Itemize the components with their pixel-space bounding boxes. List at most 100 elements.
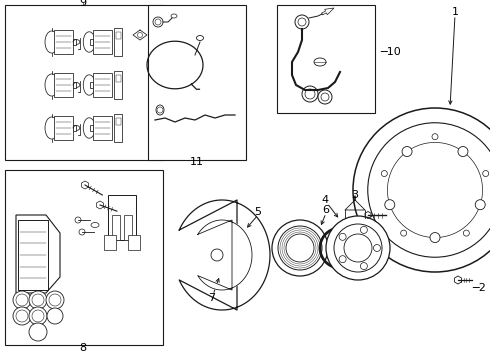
Bar bbox=[73, 125, 76, 131]
Circle shape bbox=[339, 256, 346, 263]
Bar bbox=[114, 114, 122, 141]
Bar bbox=[108, 195, 136, 240]
Bar bbox=[73, 82, 76, 89]
Text: 7: 7 bbox=[208, 293, 216, 303]
Text: ─2: ─2 bbox=[472, 283, 486, 293]
Ellipse shape bbox=[171, 14, 177, 18]
Text: 5: 5 bbox=[254, 207, 262, 217]
Ellipse shape bbox=[45, 74, 59, 96]
Bar bbox=[128, 235, 140, 250]
Ellipse shape bbox=[196, 36, 203, 40]
Bar bbox=[90, 40, 94, 45]
Bar bbox=[90, 125, 94, 131]
Circle shape bbox=[138, 32, 143, 37]
Bar bbox=[94, 30, 112, 54]
Circle shape bbox=[344, 234, 372, 262]
Circle shape bbox=[381, 171, 387, 176]
Circle shape bbox=[32, 294, 44, 306]
Bar bbox=[116, 75, 121, 82]
Text: 8: 8 bbox=[79, 343, 87, 353]
Ellipse shape bbox=[45, 31, 59, 53]
Circle shape bbox=[305, 89, 315, 99]
Polygon shape bbox=[81, 181, 89, 189]
Circle shape bbox=[16, 310, 28, 322]
Ellipse shape bbox=[83, 118, 95, 138]
Circle shape bbox=[211, 249, 223, 261]
FancyArrow shape bbox=[321, 8, 334, 15]
Circle shape bbox=[272, 220, 328, 276]
Bar bbox=[54, 30, 73, 54]
Ellipse shape bbox=[83, 32, 95, 52]
Circle shape bbox=[360, 262, 368, 270]
Circle shape bbox=[13, 291, 31, 309]
Bar bbox=[112, 215, 120, 240]
Circle shape bbox=[373, 244, 381, 252]
Ellipse shape bbox=[314, 58, 326, 66]
Bar bbox=[148, 5, 246, 160]
Circle shape bbox=[295, 15, 309, 29]
Circle shape bbox=[302, 86, 318, 102]
Text: ─10: ─10 bbox=[380, 47, 401, 57]
Polygon shape bbox=[365, 211, 371, 219]
Bar bbox=[73, 39, 76, 45]
Circle shape bbox=[430, 233, 440, 243]
Circle shape bbox=[286, 234, 314, 262]
Circle shape bbox=[368, 123, 490, 257]
Bar bbox=[5, 5, 163, 160]
Bar bbox=[94, 73, 112, 97]
Circle shape bbox=[13, 307, 31, 325]
Bar bbox=[114, 71, 122, 99]
Circle shape bbox=[153, 17, 163, 27]
Circle shape bbox=[404, 159, 466, 221]
Circle shape bbox=[388, 143, 483, 238]
Ellipse shape bbox=[45, 117, 59, 139]
Circle shape bbox=[79, 229, 85, 235]
Circle shape bbox=[47, 308, 63, 324]
Polygon shape bbox=[179, 200, 270, 310]
Polygon shape bbox=[97, 201, 103, 209]
Bar bbox=[104, 235, 116, 250]
Circle shape bbox=[402, 147, 412, 157]
Circle shape bbox=[16, 294, 28, 306]
Text: 4: 4 bbox=[321, 195, 329, 205]
Circle shape bbox=[458, 147, 468, 157]
Circle shape bbox=[46, 291, 64, 309]
Circle shape bbox=[29, 323, 47, 341]
Bar bbox=[54, 116, 73, 140]
Circle shape bbox=[155, 19, 161, 25]
Circle shape bbox=[326, 216, 390, 280]
Circle shape bbox=[464, 230, 469, 236]
Text: 1: 1 bbox=[451, 7, 459, 17]
Polygon shape bbox=[198, 220, 252, 290]
Circle shape bbox=[49, 294, 61, 306]
Circle shape bbox=[432, 134, 438, 140]
Polygon shape bbox=[16, 215, 60, 293]
Text: 3: 3 bbox=[351, 190, 359, 200]
Circle shape bbox=[420, 175, 450, 205]
Bar bbox=[114, 28, 122, 55]
Text: 11: 11 bbox=[190, 157, 204, 167]
Circle shape bbox=[360, 226, 368, 233]
Circle shape bbox=[318, 90, 332, 104]
Bar bbox=[18, 220, 48, 290]
Bar bbox=[277, 5, 375, 113]
Circle shape bbox=[29, 291, 47, 309]
Circle shape bbox=[475, 200, 485, 210]
Circle shape bbox=[321, 93, 329, 101]
Circle shape bbox=[401, 230, 407, 236]
Circle shape bbox=[278, 226, 322, 270]
Bar bbox=[116, 32, 121, 39]
Circle shape bbox=[385, 200, 395, 210]
Ellipse shape bbox=[83, 75, 95, 95]
Bar bbox=[94, 116, 112, 140]
Bar bbox=[124, 215, 132, 240]
Polygon shape bbox=[455, 276, 462, 284]
Circle shape bbox=[339, 233, 346, 240]
Bar bbox=[90, 82, 94, 87]
Circle shape bbox=[334, 224, 382, 272]
Circle shape bbox=[29, 307, 47, 325]
Circle shape bbox=[353, 108, 490, 272]
Text: 6: 6 bbox=[322, 205, 329, 215]
Bar bbox=[116, 118, 121, 125]
Circle shape bbox=[157, 107, 163, 113]
